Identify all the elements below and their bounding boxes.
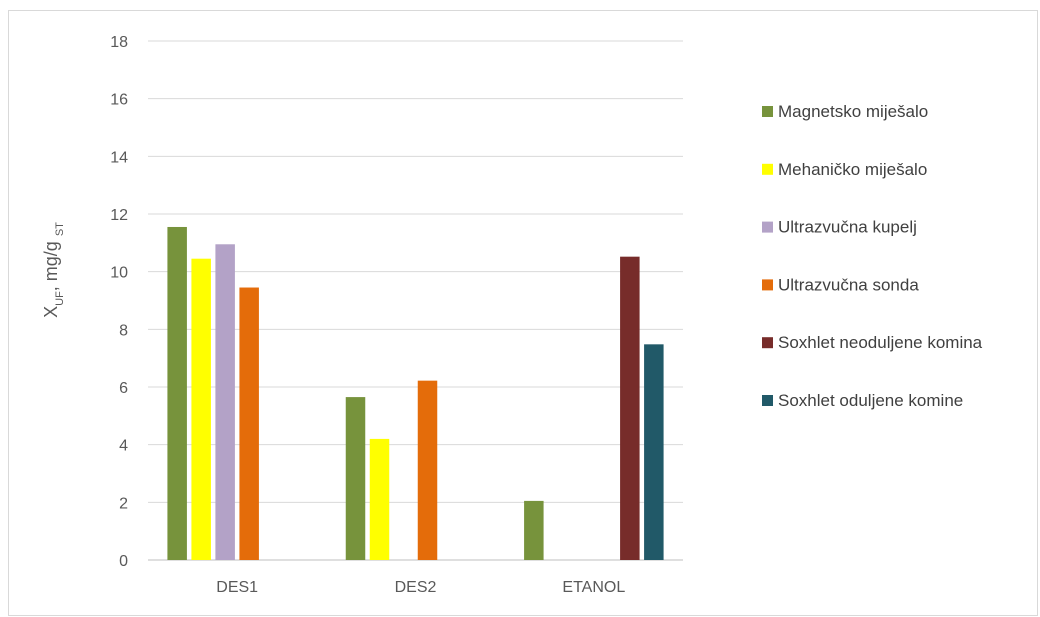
legend: Magnetsko miješalo Mehaničko miješalo Ultr… [762, 102, 983, 410]
y-tick-label: 12 [110, 207, 128, 224]
y-tick-label: 0 [119, 553, 128, 570]
legend-swatch [762, 221, 773, 233]
y-label-main: X [41, 306, 61, 318]
y-tick-label: 10 [110, 265, 128, 282]
bar [239, 287, 259, 560]
y-tick-label: 16 [110, 92, 128, 109]
y-label-sub: UF [54, 291, 66, 306]
legend-item: Mehaničko miješalo [762, 160, 927, 179]
y-tick-label: 2 [119, 495, 128, 512]
legend-label: Magnetsko miješalo [778, 102, 928, 121]
x-tick-label: ETANOL [562, 579, 625, 596]
y-tick-label: 6 [119, 380, 128, 397]
y-axis-label: XUF, mg/g ST [41, 222, 66, 318]
bars [167, 226, 664, 560]
gridlines [148, 40, 683, 561]
y-tick-label: 14 [110, 149, 128, 166]
legend-swatch [762, 279, 773, 291]
bar [191, 258, 211, 560]
legend-label: Mehaničko miješalo [778, 160, 927, 179]
y-tick-label: 4 [119, 438, 128, 455]
legend-item: Ultrazvučna kupelj [762, 218, 917, 237]
bar [345, 397, 366, 560]
legend-swatch [762, 106, 773, 117]
legend-label: Soxhlet neoduljene komina [778, 333, 983, 352]
bar [215, 244, 235, 560]
y-axis-ticks: 0 2 4 6 8 10 12 14 16 18 [110, 34, 128, 570]
legend-item: Magnetsko miješalo [762, 102, 928, 121]
legend-label: Ultrazvučna kupelj [778, 218, 917, 237]
y-label-mid: , mg/g [41, 236, 61, 291]
y-label-sub2: ST [54, 222, 66, 236]
x-tick-label: DES1 [216, 579, 258, 596]
bar [644, 344, 664, 560]
legend-label: Soxhlet oduljene komine [778, 391, 963, 410]
y-tick-label: 8 [119, 322, 128, 339]
legend-item: Soxhlet oduljene komine [762, 391, 963, 410]
legend-item: Soxhlet neoduljene komina [762, 333, 983, 352]
bar [417, 380, 438, 560]
bar [524, 500, 544, 560]
legend-label: Ultrazvučna sonda [778, 275, 919, 294]
x-axis-ticks: DES1 DES2 ETANOL [216, 579, 625, 596]
bar [620, 256, 640, 560]
legend-item: Ultrazvučna sonda [762, 275, 919, 294]
y-tick-label: 18 [110, 34, 128, 51]
legend-swatch [762, 163, 773, 175]
legend-swatch [762, 395, 773, 406]
x-tick-label: DES2 [395, 579, 437, 596]
legend-swatch [762, 337, 773, 349]
bar [167, 226, 187, 560]
bar [369, 438, 390, 560]
